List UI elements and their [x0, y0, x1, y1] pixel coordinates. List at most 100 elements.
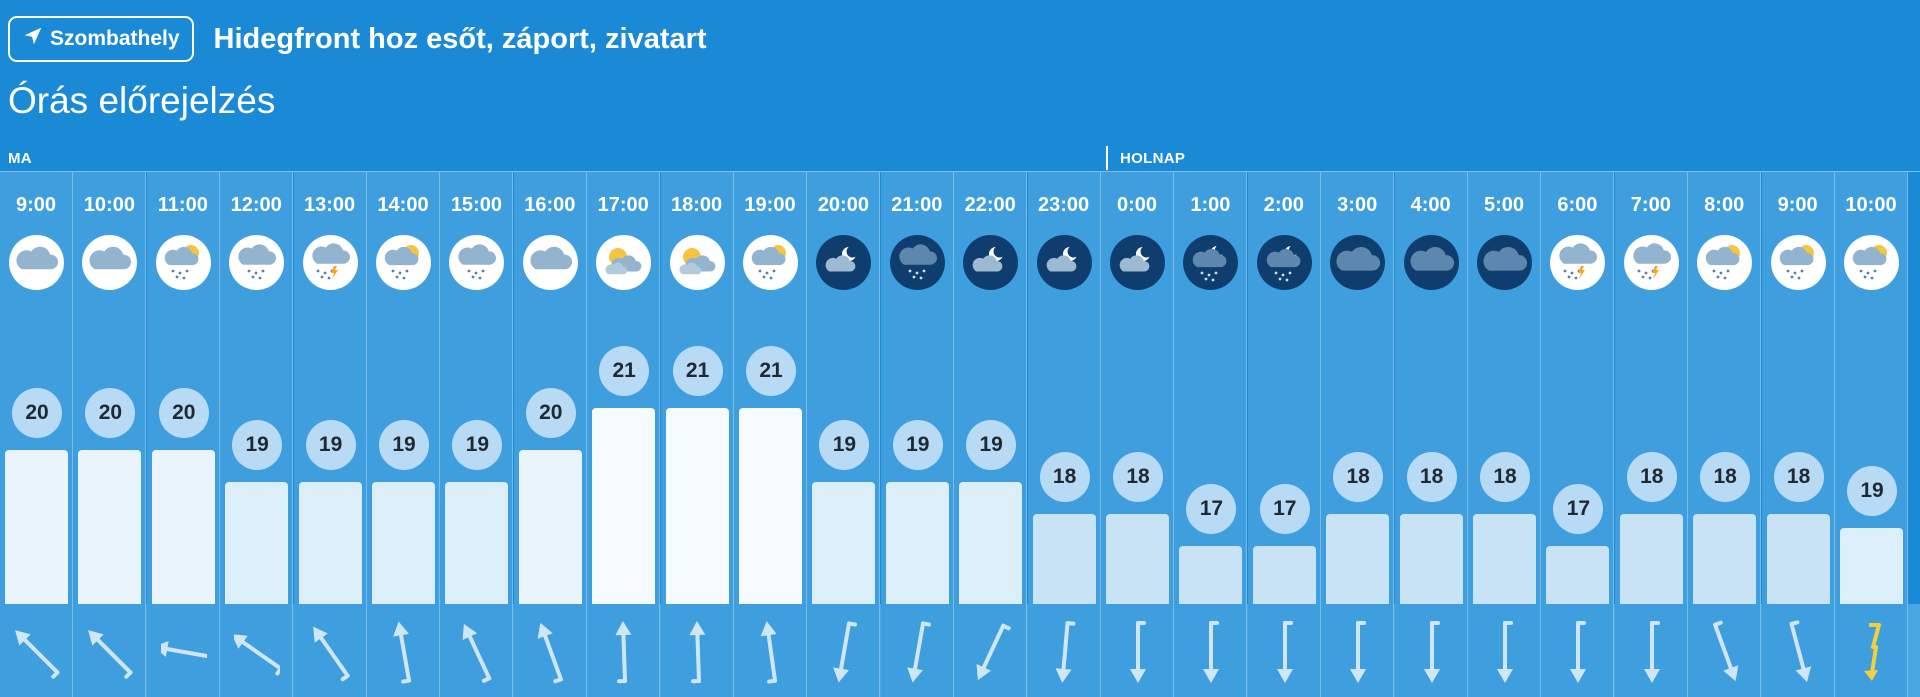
location-arrow-icon	[22, 25, 44, 53]
partly-sunny-icon	[669, 235, 725, 290]
temperature-value: 20	[85, 388, 136, 438]
hour-time: 13:00	[304, 194, 356, 216]
day-divider	[1106, 146, 1108, 170]
hour-column[interactable]: 12:00 19	[220, 172, 294, 697]
wind-arrow-icon	[1335, 617, 1381, 687]
sun-cloud-rain-icon	[376, 235, 431, 290]
temperature-value: 21	[672, 346, 723, 396]
hour-column[interactable]: 0:00 18	[1101, 172, 1174, 697]
news-headline[interactable]: Hidegfront hoz esőt, záport, zivatart	[213, 22, 707, 55]
temperature-value: 18	[1406, 452, 1457, 502]
hour-column[interactable]: 19:00 21	[734, 172, 807, 697]
wind-arrow-icon	[748, 617, 794, 687]
hour-column[interactable]: 7:00 18	[1614, 172, 1688, 697]
hour-column[interactable]: 14:00 19	[367, 172, 440, 697]
temperature-bar	[1326, 514, 1390, 604]
temperature-bar	[959, 482, 1023, 604]
temperature-value: 19	[819, 420, 870, 470]
hour-column[interactable]: 10:00 20	[73, 172, 147, 697]
cloudy-day-icon	[9, 235, 64, 290]
hour-time: 23:00	[1038, 194, 1090, 216]
hour-column[interactable]: 3:00 18	[1321, 172, 1395, 697]
cloud-rain-icon	[229, 235, 285, 290]
temperature-value: 21	[746, 346, 796, 396]
moon-cloud-icon	[963, 235, 1019, 290]
wind-arrow-icon	[231, 617, 283, 687]
moon-cloud-rain-icon	[1183, 235, 1239, 290]
temperature-bar	[1619, 514, 1683, 604]
temperature-value: 19	[892, 420, 943, 470]
wind-arrow-icon	[1042, 617, 1088, 687]
hour-time: 14:00	[377, 194, 429, 216]
temperature-value: 19	[966, 420, 1017, 470]
hour-time: 9:00	[1777, 194, 1818, 216]
temperature-value: 18	[1039, 452, 1090, 502]
temperature-value: 20	[158, 388, 209, 438]
hour-time: 18:00	[671, 194, 723, 216]
moon-cloud-icon	[1036, 235, 1092, 290]
wind-arrow-icon	[153, 617, 215, 687]
hour-column[interactable]: 23:00 18	[1027, 172, 1101, 697]
hour-column[interactable]: 21:00 19	[880, 172, 954, 697]
sun-cloud-rain-icon	[155, 235, 211, 290]
hour-column[interactable]: 22:00 19	[954, 172, 1028, 697]
wind-arrow-icon	[1188, 617, 1234, 687]
hour-time: 10:00	[83, 194, 135, 216]
hour-column[interactable]: 11:00 20	[146, 172, 220, 697]
temperature-bar	[1179, 546, 1243, 604]
night-cloudy-icon	[1477, 235, 1532, 290]
wind-arrow-icon	[821, 617, 867, 687]
temperature-bar	[1473, 514, 1536, 604]
divider	[0, 171, 1920, 172]
hour-column[interactable]: 1:00 17	[1174, 172, 1248, 697]
hour-column[interactable]: 9:00 18	[1761, 172, 1835, 697]
temperature-value: 19	[1847, 466, 1897, 516]
wind-arrow-icon	[601, 617, 647, 687]
hour-column[interactable]: 2:00 17	[1247, 172, 1321, 697]
hour-column[interactable]: 13:00 19	[293, 172, 367, 697]
temperature-value: 21	[599, 346, 650, 396]
temperature-bar	[1766, 514, 1830, 604]
hour-time: 19:00	[744, 194, 796, 216]
temperature-bar	[885, 482, 949, 604]
wind-arrow-icon	[1115, 617, 1161, 687]
temperature-value: 18	[1773, 452, 1824, 502]
hour-column[interactable]: 5:00 18	[1468, 172, 1541, 697]
temperature-bar	[1106, 514, 1169, 604]
hour-column[interactable]: 17:00 21	[587, 172, 661, 697]
hour-column[interactable]: 20:00 19	[807, 172, 881, 697]
hour-column[interactable]: 9:00 20	[0, 172, 73, 697]
hour-column[interactable]: 10:00 19	[1835, 172, 1908, 697]
hour-time: 9:00	[15, 194, 57, 216]
sun-cloud-rain-icon	[1844, 235, 1899, 290]
temperature-bar	[298, 482, 362, 604]
hourly-forecast-chart: 9:00 20 10:00 20 11:00 20 12:00 19 13:00 19 14:00 1…	[0, 172, 1920, 697]
temperature-value: 19	[379, 420, 429, 470]
wind-arrow-icon	[968, 617, 1014, 687]
hour-column[interactable]: 15:00 19	[440, 172, 514, 697]
wind-arrow-icon	[1482, 617, 1528, 687]
temperature-value: 17	[1553, 484, 1604, 534]
location-button[interactable]: Szombathely	[8, 16, 194, 62]
hour-column[interactable]: 16:00 20	[513, 172, 587, 697]
sun-cloud-rain-icon	[1697, 235, 1753, 290]
hour-column[interactable]: 18:00 21	[660, 172, 734, 697]
wind-arrow-icon	[1776, 617, 1822, 687]
day-label-tomorrow: HOLNAP	[1120, 150, 1186, 167]
hour-column[interactable]: 6:00 17	[1541, 172, 1615, 697]
temperature-bar	[812, 482, 876, 604]
temperature-value: 18	[1700, 452, 1751, 502]
wind-arrow-icon	[87, 617, 133, 687]
hour-time: 2:00	[1263, 194, 1304, 216]
temperature-value: 17	[1186, 484, 1237, 534]
wind-arrow-icon	[14, 617, 60, 687]
hour-time: 1:00	[1190, 194, 1231, 216]
hour-column[interactable]: 4:00 18	[1394, 172, 1468, 697]
location-label: Szombathely	[50, 27, 180, 50]
hour-column[interactable]: 8:00 18	[1688, 172, 1762, 697]
sun-cloud-rain-icon	[1770, 235, 1826, 290]
temperature-bar	[78, 450, 142, 604]
wind-arrow-icon	[308, 617, 354, 687]
wind-arrow-icon	[675, 617, 721, 687]
wind-arrow-icon	[1409, 617, 1455, 687]
